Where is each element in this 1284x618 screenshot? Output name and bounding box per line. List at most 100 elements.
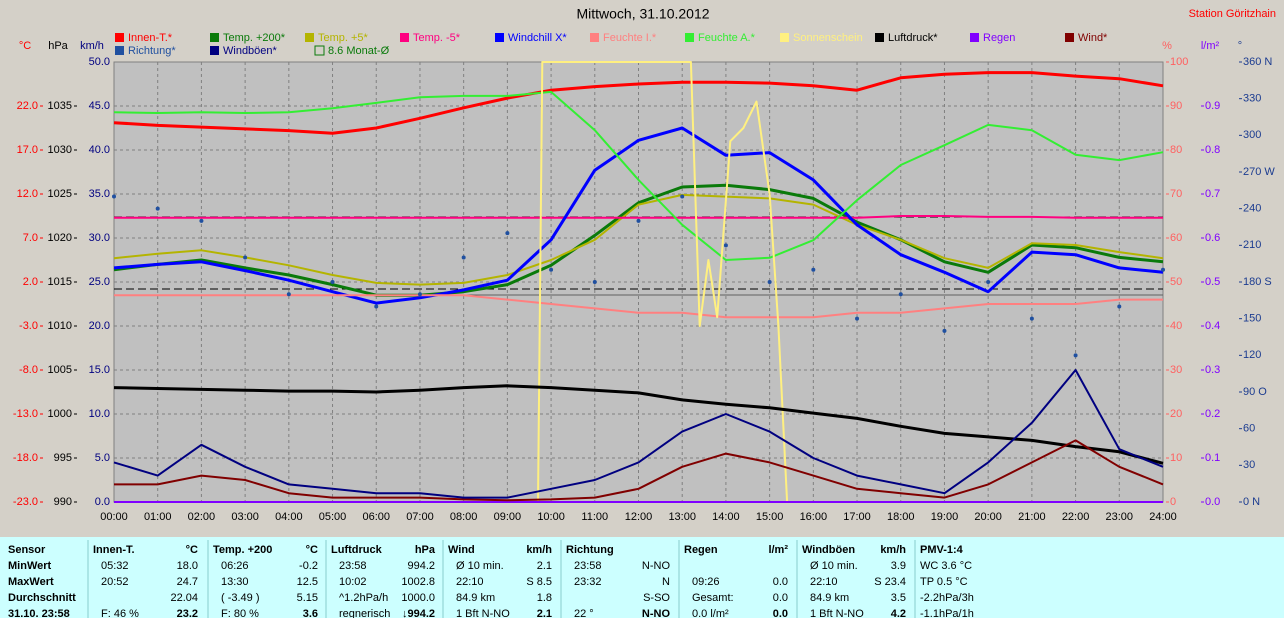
y-tick-label: 0.5	[1205, 276, 1220, 288]
direction-dot	[505, 231, 510, 236]
table-header: Sensor	[8, 544, 46, 556]
direction-dot	[986, 280, 991, 284]
y-tick-label: 50	[1170, 276, 1182, 288]
group-unit: °C	[306, 544, 318, 556]
legend-swatch	[115, 46, 124, 55]
y-tick-label: -3.0	[19, 320, 38, 332]
cell: 1 Bft N-NO	[456, 608, 510, 618]
direction-dot	[330, 280, 335, 284]
y-tick-label: 150	[1243, 313, 1261, 325]
cell: 22:10	[456, 576, 484, 588]
cell-value: -0.2	[299, 560, 318, 572]
direction-dot	[592, 280, 597, 284]
y-tick-label: 25.0	[89, 276, 110, 288]
legend-label: Innen-T.*	[128, 32, 173, 44]
y-tick-label: 180 S	[1243, 276, 1272, 288]
group-title: Regen	[684, 544, 718, 556]
y-tick-label: 995	[54, 452, 72, 464]
y-tick-label: 90 O	[1243, 386, 1267, 398]
legend-swatch	[590, 33, 599, 42]
cell: 05:32	[101, 560, 129, 572]
cell: -2.2hPa/3h	[920, 592, 974, 604]
y-tick-label: 100	[1170, 56, 1188, 68]
y-tick-label: 990	[54, 496, 72, 508]
axis-label: km/h	[80, 40, 104, 52]
x-tick-label: 20:00	[974, 511, 1002, 523]
cell-value: N	[662, 576, 670, 588]
y-tick-label: 1030	[48, 144, 72, 156]
x-tick-label: 05:00	[319, 511, 347, 523]
direction-dot	[855, 316, 860, 321]
cell: 23:58	[339, 560, 367, 572]
y-tick-label: 30.0	[89, 232, 110, 244]
legend-label: Richtung*	[128, 45, 176, 57]
y-tick-label: 330	[1243, 93, 1261, 105]
group-title: Windböen	[802, 544, 855, 556]
legend-label: Temp. +5*	[318, 32, 369, 44]
legend-label: Feuchte A.*	[698, 32, 756, 44]
direction-dot	[243, 255, 248, 260]
y-tick-label: 1005	[48, 364, 72, 376]
cell: F: 46 %	[101, 608, 139, 618]
y-tick-label: 0.0	[95, 496, 110, 508]
series-line	[113, 71, 1164, 135]
series-line	[113, 369, 1164, 499]
y-tick-label: 0.6	[1205, 232, 1220, 244]
cell-value: 0.0	[773, 576, 788, 588]
chart-title: Mittwoch, 31.10.2012	[576, 6, 709, 22]
y-tick-label: 1000	[48, 408, 72, 420]
cell-value: 2.1	[537, 608, 552, 618]
axis-label: °	[1238, 40, 1242, 52]
x-tick-label: 00:00	[100, 511, 128, 523]
legend-swatch	[495, 33, 504, 42]
y-tick-label: 15.0	[89, 364, 110, 376]
direction-dot	[112, 194, 116, 199]
y-tick-label: 22.0	[17, 100, 38, 112]
x-tick-label: 13:00	[668, 511, 696, 523]
legend-label: Sonnenschein	[793, 32, 863, 44]
legend-label: Windchill X*	[508, 32, 567, 44]
y-tick-label: 10	[1170, 452, 1182, 464]
axis-label: °C	[19, 40, 31, 52]
y-tick-label: 360 N	[1243, 56, 1272, 68]
x-tick-label: 18:00	[887, 511, 915, 523]
y-tick-label: 1010	[48, 320, 72, 332]
y-tick-label: 10.0	[89, 408, 110, 420]
y-tick-label: 240	[1243, 203, 1261, 215]
axis-label: %	[1162, 40, 1172, 52]
cell: -1.1hPa/1h	[920, 608, 974, 618]
cell: 10:02	[339, 576, 367, 588]
group-unit: l/m²	[768, 544, 788, 556]
y-tick-label: 0.8	[1205, 144, 1220, 156]
cell-value: 12.5	[297, 576, 318, 588]
cell-value: S-SO	[643, 592, 670, 604]
cell-value: 5.15	[297, 592, 318, 604]
y-tick-label: 20.0	[89, 320, 110, 332]
x-tick-label: 01:00	[144, 511, 172, 523]
direction-dot	[461, 255, 466, 260]
legend-label: Wind*	[1078, 32, 1108, 44]
direction-dot	[811, 267, 816, 272]
row-label: 31.10. 23:58	[8, 608, 70, 618]
legend-label: Regen	[983, 32, 1015, 44]
direction-dot	[155, 206, 160, 211]
direction-dot	[636, 218, 641, 223]
series-line	[113, 193, 1164, 286]
x-tick-label: 02:00	[188, 511, 216, 523]
y-tick-label: 1025	[48, 188, 72, 200]
cell-value: 3.6	[303, 608, 318, 618]
cell: Ø 10 min.	[810, 560, 858, 572]
legend-swatch	[1065, 33, 1074, 42]
series-line	[113, 183, 1164, 297]
cell-value: 3.5	[891, 592, 906, 604]
cell: 23:32	[574, 576, 602, 588]
direction-dot	[680, 194, 685, 199]
cell: Ø 10 min.	[456, 560, 504, 572]
y-tick-label: 12.0	[17, 188, 38, 200]
legend-label: Temp. +200*	[223, 32, 286, 44]
cell-value: ↓994.2	[402, 608, 435, 618]
cell: 22:10	[810, 576, 838, 588]
series-line	[113, 126, 1164, 305]
cell-value: S 23.4	[874, 576, 906, 588]
group-title: Luftdruck	[331, 544, 383, 556]
